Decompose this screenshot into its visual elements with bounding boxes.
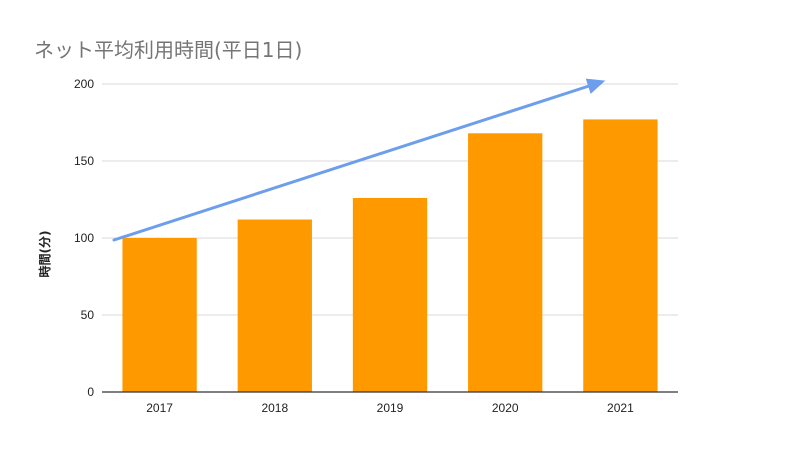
- y-tick-label-50: 50: [81, 308, 95, 322]
- x-tick-label-2020: 2020: [492, 401, 519, 415]
- y-tick-label-200: 200: [74, 77, 94, 91]
- y-tick-label-0: 0: [87, 385, 94, 399]
- trend-arrow: [112, 78, 606, 242]
- y-axis-label: 時間(分): [37, 231, 52, 278]
- x-tick-label-2018: 2018: [261, 401, 288, 415]
- bar-2018: [237, 219, 312, 392]
- trend-arrow-shaft: [112, 84, 592, 242]
- bar-2021: [583, 119, 658, 393]
- y-tick-label-100: 100: [74, 231, 94, 245]
- y-tick-label-150: 150: [74, 154, 94, 168]
- x-tick-label-2017: 2017: [146, 401, 173, 415]
- bar-2020: [468, 133, 543, 392]
- bars: [122, 119, 658, 393]
- x-tick-label-2021: 2021: [607, 401, 634, 415]
- axes: 0 50 100 150 200 2017 2018 2019 2020 2021: [74, 77, 678, 415]
- bar-2017: [122, 238, 197, 392]
- x-tick-label-2019: 2019: [377, 401, 404, 415]
- trend-arrow-head: [585, 78, 606, 94]
- bar-2019: [352, 197, 428, 392]
- chart-title: ネット平均利用時間(平日1日): [34, 38, 303, 62]
